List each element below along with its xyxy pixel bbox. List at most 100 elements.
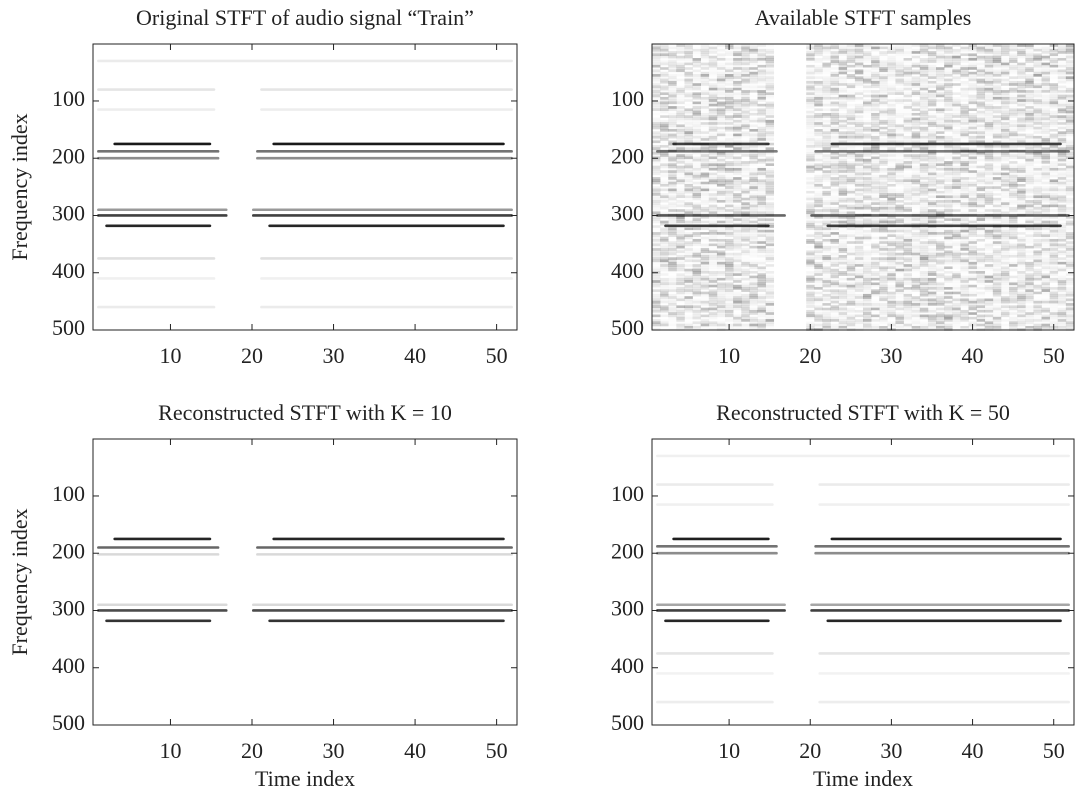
noise-cell <box>903 264 912 267</box>
noise-cell <box>838 236 848 240</box>
noise-cell <box>716 293 726 297</box>
noise-cell <box>977 67 985 70</box>
noise-cell <box>984 275 994 279</box>
noise-cell <box>879 206 888 210</box>
noise-cell <box>741 220 750 224</box>
noise-cell <box>652 138 660 141</box>
band <box>97 156 220 160</box>
noise-cell <box>863 69 871 72</box>
noise-cell <box>839 276 847 279</box>
noise-cell <box>684 44 693 47</box>
noise-cell <box>871 175 879 178</box>
noise-cell <box>992 179 1002 183</box>
noise-cell <box>814 271 823 274</box>
noise-cell <box>887 202 896 205</box>
noise-cell <box>668 195 677 199</box>
noise-cell <box>660 55 669 59</box>
noise-cell <box>758 315 766 318</box>
noise-cell <box>830 282 839 286</box>
noise-cell <box>838 48 848 52</box>
noise-cell <box>904 218 912 221</box>
noise-cell <box>1000 78 1010 82</box>
noise-cell <box>708 307 718 311</box>
noise-cell <box>749 111 757 114</box>
noise-cell <box>968 232 977 235</box>
noise-cell <box>928 262 936 265</box>
noise-cell <box>830 108 839 112</box>
noise-cell <box>717 90 725 93</box>
noise-cell <box>927 108 937 112</box>
noise-cell <box>952 167 961 171</box>
noise-cell <box>855 74 863 77</box>
noise-cell <box>716 307 726 311</box>
noise-cell <box>855 292 863 295</box>
noise-cell <box>708 124 718 128</box>
noise-cell <box>733 236 742 240</box>
noise-cell <box>668 239 676 242</box>
noise-cell <box>652 296 661 299</box>
noise-cell <box>984 172 994 176</box>
noise-cell <box>904 182 912 185</box>
noise-cell <box>863 250 872 254</box>
noise-cell <box>927 115 937 118</box>
noise-cell <box>749 278 757 281</box>
noise-cell <box>879 177 888 180</box>
noise-cell <box>668 165 677 169</box>
noise-cell <box>701 264 709 267</box>
noise-cell <box>822 74 830 77</box>
noise-cell <box>725 60 733 63</box>
noise-cell <box>716 115 726 118</box>
noise-cell <box>652 81 660 84</box>
band <box>268 224 505 228</box>
noise-cell <box>708 291 718 295</box>
noise-cell <box>692 129 701 132</box>
noise-cell <box>927 151 937 155</box>
noise-cell <box>716 87 726 91</box>
noise-cell <box>822 163 831 166</box>
noise-cell <box>708 126 718 130</box>
noise-cell <box>952 200 961 203</box>
noise-cell <box>879 49 887 52</box>
noise-cell <box>741 323 750 327</box>
noise-cell <box>831 124 839 127</box>
noise-cell <box>700 106 710 109</box>
noise-cell <box>806 241 815 244</box>
noise-cell <box>976 106 986 109</box>
noise-cell <box>725 138 734 141</box>
noise-cell <box>660 232 669 235</box>
noise-cell <box>749 296 758 299</box>
noise-cell <box>660 202 668 205</box>
noise-cell <box>822 174 831 178</box>
noise-cell <box>741 296 750 299</box>
noise-cell <box>676 204 685 208</box>
noise-cell <box>733 252 742 256</box>
noise-cell <box>1001 186 1009 189</box>
noise-cell <box>903 202 912 205</box>
noise-cell <box>985 250 993 253</box>
noise-cell <box>660 129 669 132</box>
noise-cell <box>692 321 701 325</box>
noise-cell <box>968 261 977 265</box>
noise-cell <box>708 204 718 208</box>
noise-cell <box>871 269 879 272</box>
noise-cell <box>652 113 660 116</box>
noise-cell <box>936 200 945 203</box>
noise-cell <box>912 170 920 173</box>
noise-cell <box>944 182 952 185</box>
noise-cell <box>895 276 903 279</box>
noise-cell <box>927 124 937 128</box>
noise-cell <box>708 323 718 327</box>
noise-cell <box>936 48 945 52</box>
noise-cell <box>952 202 960 205</box>
noise-cell <box>984 167 994 171</box>
noise-cell <box>765 122 775 125</box>
noise-cell <box>1001 157 1009 160</box>
noise-cell <box>733 193 742 196</box>
noise-cell <box>806 101 815 105</box>
noise-cell <box>806 271 814 274</box>
noise-cell <box>652 158 661 162</box>
noise-cell <box>716 53 726 57</box>
noise-cell <box>846 273 856 276</box>
noise-cell <box>708 165 718 169</box>
noise-cell <box>806 67 814 70</box>
